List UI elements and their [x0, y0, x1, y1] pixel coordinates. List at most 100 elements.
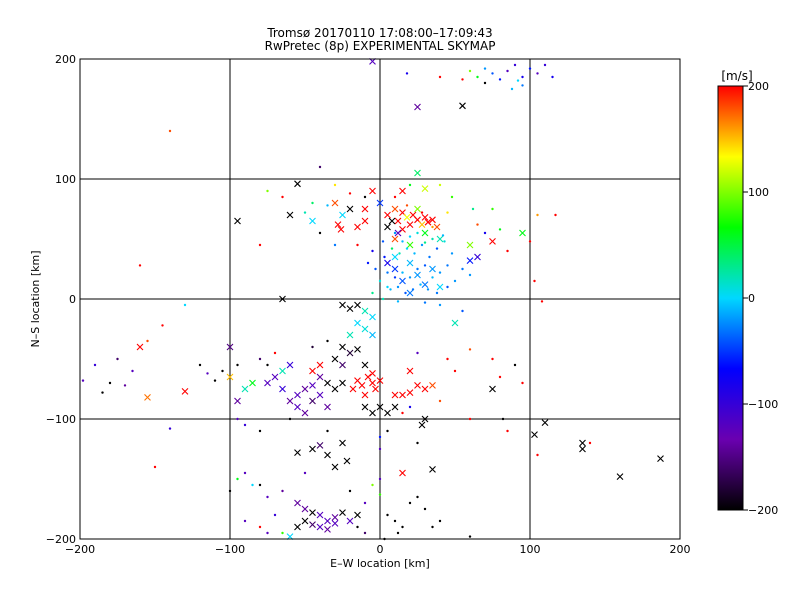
- data-point-dot: [398, 252, 401, 255]
- data-point-x: [279, 295, 286, 303]
- data-point-dot: [453, 369, 457, 373]
- data-point-dot: [101, 391, 104, 394]
- data-point-x: [286, 397, 294, 405]
- data-point-x: [424, 218, 432, 226]
- data-point-x: [531, 431, 538, 438]
- plot-frame: [79, 58, 681, 540]
- data-point-dot: [416, 495, 419, 499]
- data-point-x: [354, 301, 361, 309]
- x-tick-label: 200: [670, 543, 691, 556]
- data-point-x: [384, 223, 391, 231]
- data-point-x: [394, 217, 402, 225]
- data-point-dot: [311, 345, 314, 349]
- data-point-x: [279, 385, 286, 393]
- data-point-dot: [251, 483, 254, 487]
- data-point-x: [399, 391, 406, 399]
- y-tick-label: 100: [55, 173, 76, 186]
- data-point-dot: [371, 291, 374, 295]
- data-point-x: [301, 409, 309, 417]
- data-point-x: [436, 235, 444, 243]
- x-axis-label: E–W location [km]: [330, 557, 430, 570]
- data-point-x: [466, 257, 474, 264]
- data-point-dot: [510, 87, 514, 91]
- data-point-x: [384, 409, 391, 417]
- data-point-x: [616, 473, 624, 480]
- data-point-dot: [386, 429, 389, 433]
- data-point-dot: [408, 501, 412, 505]
- data-point-dot: [311, 201, 314, 205]
- data-point-dot: [198, 363, 202, 367]
- data-point-dot: [326, 429, 329, 433]
- data-point-x: [331, 199, 339, 207]
- data-point-dot: [533, 279, 536, 283]
- data-point-x: [249, 379, 256, 387]
- data-point-dot: [281, 489, 284, 493]
- chart-title: Tromsø 20170110 17:08:00–17:09:43: [266, 26, 492, 40]
- data-point-x: [433, 223, 441, 231]
- data-point-dot: [366, 261, 370, 265]
- data-point-dot: [381, 297, 385, 301]
- data-point-dot: [258, 483, 262, 487]
- data-point-dot: [498, 375, 502, 379]
- data-point-dot: [281, 195, 284, 199]
- data-point-dot: [206, 372, 209, 375]
- data-point-dot: [483, 67, 487, 70]
- data-point-x: [391, 265, 399, 273]
- data-point-dot: [516, 79, 520, 82]
- data-point-x: [301, 505, 309, 513]
- data-point-x: [391, 391, 399, 399]
- data-point-dot: [401, 271, 404, 274]
- data-point-dot: [386, 271, 389, 274]
- data-point-x: [339, 439, 346, 447]
- data-point-dot: [396, 285, 400, 289]
- data-point-x: [343, 457, 351, 465]
- data-point-dot: [266, 189, 269, 193]
- data-point-x: [324, 451, 331, 459]
- data-point-dot: [431, 237, 434, 241]
- x-tick-label: −200: [65, 543, 95, 556]
- data-point-dot: [536, 72, 539, 75]
- data-point-x: [376, 377, 384, 384]
- data-point-x: [406, 367, 414, 375]
- data-point-x: [429, 265, 436, 273]
- data-point-dot: [383, 255, 386, 259]
- data-point-dot: [408, 405, 412, 409]
- data-point-x: [451, 319, 459, 327]
- data-point-dot: [371, 483, 374, 487]
- data-point-dot: [288, 417, 292, 421]
- data-point-dot: [438, 399, 442, 403]
- data-point-dot: [405, 247, 409, 250]
- data-point-dot: [405, 72, 409, 75]
- data-point-x: [519, 229, 526, 237]
- data-point-dot: [416, 231, 419, 235]
- data-point-dot: [441, 234, 445, 237]
- data-point-x: [279, 367, 286, 375]
- data-point-x: [372, 385, 379, 393]
- data-point-x: [316, 361, 324, 369]
- data-point-x: [339, 301, 346, 309]
- x-tick-label: 100: [520, 543, 541, 556]
- data-point-x: [294, 403, 301, 411]
- data-point-dot: [513, 363, 517, 367]
- data-point-dot: [423, 301, 427, 304]
- colorbar: [717, 85, 744, 511]
- data-point-x: [369, 187, 376, 195]
- data-point-x: [657, 455, 664, 462]
- data-point-x: [234, 397, 241, 405]
- data-point-dot: [236, 417, 239, 421]
- data-point-dot: [431, 225, 434, 229]
- data-point-dot: [416, 267, 419, 271]
- data-point-x: [337, 226, 345, 233]
- data-point-dot: [401, 240, 404, 243]
- data-point-dot: [501, 417, 505, 421]
- data-point-dot: [423, 507, 427, 511]
- data-point-dot: [483, 231, 487, 235]
- data-point-x: [354, 346, 361, 353]
- data-point-dot: [266, 531, 269, 535]
- grid-lines: [80, 59, 680, 539]
- data-point-dot: [431, 525, 434, 529]
- data-point-dot: [258, 525, 262, 529]
- data-point-dot: [123, 384, 127, 387]
- data-point-dot: [236, 477, 239, 481]
